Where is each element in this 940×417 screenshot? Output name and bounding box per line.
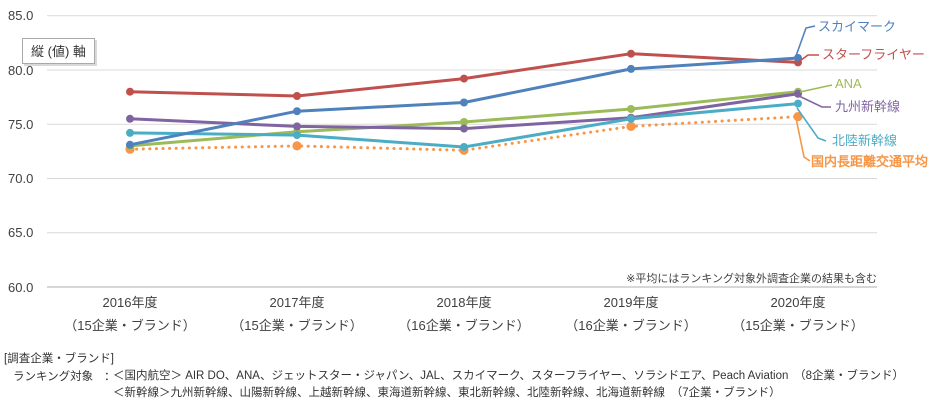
footer-line-airlines: ＜国内航空＞ AIR DO、ANA、ジェットスター・ジャパン、JAL、スカイマー… <box>113 370 905 382</box>
y-tick-60: 60.0 <box>8 279 34 295</box>
x-label-year: 2017年度 <box>269 295 325 310</box>
legend-label-domestic-average: 国内長距離交通平均 <box>811 154 929 169</box>
x-label-brands: （16企業・ブランド） <box>565 318 697 333</box>
legend-label-ana: ANA <box>835 76 862 91</box>
legend-label-kyushu-shinkansen: 九州新幹線 <box>835 99 901 114</box>
footer-colon: ： <box>104 371 116 383</box>
footer: [調査企業・ブランド] ランキング対象 ： ＜国内航空＞ AIR DO、ANA、… <box>0 346 940 417</box>
plot-canvas <box>47 15 877 288</box>
x-label-2019: 2019年度 （16企業・ブランド） <box>565 296 696 332</box>
y-tick-70: 70.0 <box>8 171 34 186</box>
footer-lines: ＜国内航空＞ AIR DO、ANA、ジェットスター・ジャパン、JAL、スカイマー… <box>113 368 904 401</box>
x-label-2018: 2018年度 （16企業・ブランド） <box>398 296 529 332</box>
legend-label-hokuriku-shinkansen: 北陸新幹線 <box>832 133 898 148</box>
footer-heading: [調査企業・ブランド] <box>4 353 114 365</box>
x-label-2020: 2020年度 （15企業・ブランド） <box>732 296 863 332</box>
footer-line-shinkansen: ＜新幹線＞九州新幹線、山陽新幹線、上越新幹線、東海道新幹線、東北新幹線、北陸新幹… <box>113 386 781 399</box>
x-label-2017: 2017年度 （15企業・ブランド） <box>231 296 362 332</box>
x-label-brands: （15企業・ブランド） <box>64 318 196 333</box>
x-label-year: 2020年度 <box>770 295 826 310</box>
x-label-brands: （16企業・ブランド） <box>398 318 530 333</box>
footer-ranking-label: ランキング対象 <box>13 371 94 383</box>
x-label-brands: （15企業・ブランド） <box>732 318 864 333</box>
y-tick-75: 75.0 <box>8 116 34 132</box>
y-tick-65: 65.0 <box>8 225 34 241</box>
average-footnote: ※平均にはランキング対象外調査企業の結果も含む <box>626 273 877 285</box>
legend-label-starflyer: スターフライヤー <box>822 47 925 62</box>
line-chart: 縦 (値) 軸 85.0 80.0 75.0 70.0 65.0 60.0 20… <box>8 8 929 332</box>
x-label-year: 2019年度 <box>603 295 659 310</box>
x-label-brands: （15企業・ブランド） <box>231 318 363 333</box>
legend-label-skymark: スカイマーク <box>818 19 897 34</box>
x-label-year: 2016年度 <box>102 295 158 310</box>
x-label-2016: 2016年度 （15企業・ブランド） <box>64 296 195 332</box>
y-tick-85: 85.0 <box>8 8 34 24</box>
x-label-year: 2018年度 <box>436 295 492 310</box>
y-tick-80: 80.0 <box>8 62 34 78</box>
y-axis-title-box[interactable]: 縦 (値) 軸 <box>22 38 95 64</box>
